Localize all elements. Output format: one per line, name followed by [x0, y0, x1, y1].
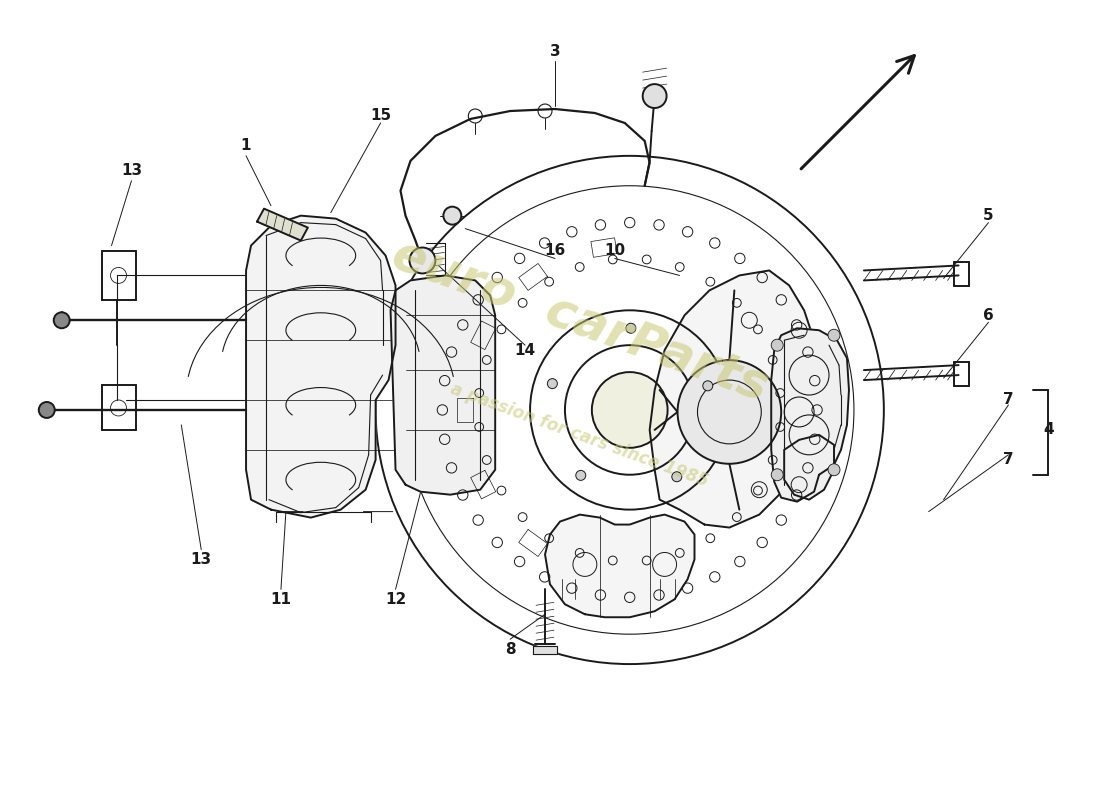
Circle shape: [409, 247, 436, 274]
Text: 7: 7: [1003, 452, 1014, 467]
Circle shape: [678, 360, 781, 464]
Text: 11: 11: [271, 592, 292, 607]
Text: 6: 6: [983, 308, 993, 322]
Polygon shape: [534, 646, 557, 654]
Circle shape: [54, 312, 69, 328]
Circle shape: [548, 378, 558, 389]
Text: euro  carParts: euro carParts: [385, 230, 774, 410]
Text: a passion for cars since 1985: a passion for cars since 1985: [449, 380, 712, 490]
Polygon shape: [544, 514, 694, 618]
Text: 15: 15: [370, 109, 392, 123]
Text: 5: 5: [983, 208, 993, 223]
Circle shape: [642, 84, 667, 108]
Polygon shape: [390, 275, 495, 494]
Text: 13: 13: [121, 163, 142, 178]
Polygon shape: [650, 270, 820, 527]
Text: 1: 1: [241, 138, 251, 154]
Text: 4: 4: [1043, 422, 1054, 438]
Text: 8: 8: [505, 642, 516, 657]
Circle shape: [672, 472, 682, 482]
Text: 14: 14: [515, 342, 536, 358]
Text: 12: 12: [385, 592, 406, 607]
Text: 13: 13: [190, 552, 212, 567]
Circle shape: [575, 470, 585, 480]
Text: 7: 7: [1003, 393, 1014, 407]
Polygon shape: [257, 209, 308, 241]
Polygon shape: [246, 216, 396, 518]
Text: 3: 3: [550, 44, 560, 58]
Text: 16: 16: [544, 243, 565, 258]
Circle shape: [771, 469, 783, 481]
Circle shape: [828, 464, 840, 476]
Circle shape: [443, 206, 461, 225]
Polygon shape: [784, 435, 834, 500]
Circle shape: [592, 372, 668, 448]
Circle shape: [39, 402, 55, 418]
Circle shape: [828, 330, 840, 342]
Polygon shape: [771, 328, 849, 502]
Circle shape: [626, 323, 636, 334]
Circle shape: [703, 381, 713, 390]
Circle shape: [771, 339, 783, 351]
Text: 10: 10: [604, 243, 625, 258]
